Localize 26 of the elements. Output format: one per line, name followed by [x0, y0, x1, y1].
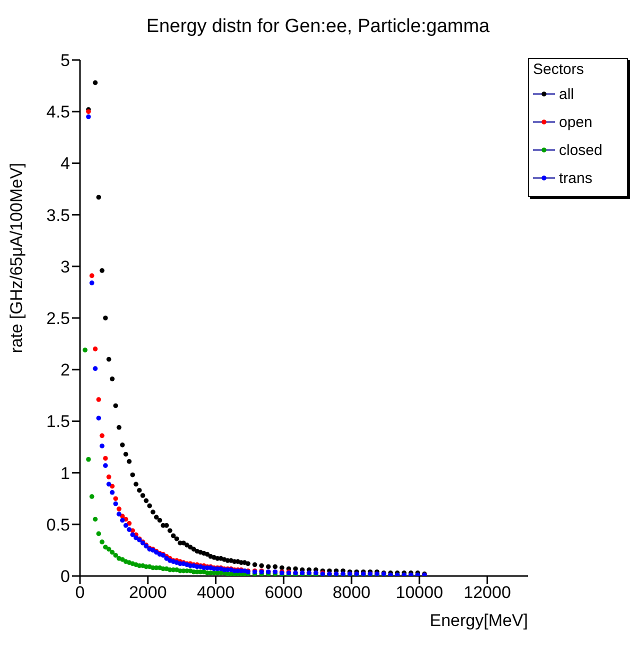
- x-tick-label: 8000: [332, 583, 370, 602]
- x-tick-label: 2000: [128, 583, 167, 602]
- y-tick-label: 2: [60, 360, 70, 380]
- legend-label: closed: [559, 142, 602, 158]
- y-tick-label: 3: [60, 257, 70, 276]
- chart-title: Energy distn for Gen:ee, Particle:gamma: [145, 15, 491, 39]
- x-tick-label: 4000: [196, 583, 235, 602]
- y-tick-label: 3.5: [46, 206, 70, 225]
- legend-label: trans: [559, 170, 592, 186]
- y-tick-label: 4: [60, 154, 70, 174]
- y-tick-label: 0: [60, 567, 70, 586]
- y-tick-label: 1.5: [46, 412, 70, 432]
- x-tick-label: 12000: [464, 583, 511, 602]
- legend-label: all: [559, 86, 574, 102]
- y-tick-label: 5: [60, 51, 70, 70]
- x-tick-label: 0: [75, 583, 85, 602]
- x-tick-label: 10000: [396, 583, 444, 602]
- y-tick-label: 0.5: [46, 515, 70, 534]
- y-axis-title: rate [GHz/65μA/100MeV]: [7, 162, 26, 354]
- y-tick-label: 4.5: [46, 102, 70, 122]
- y-tick-label: 1: [60, 464, 70, 483]
- y-tick-label: 2.5: [46, 309, 70, 328]
- legend-title: Sectors: [533, 61, 585, 78]
- legend-label: open: [559, 114, 592, 130]
- x-axis-title: Energy[MeV]: [430, 611, 528, 630]
- x-tick-label: 6000: [264, 583, 303, 602]
